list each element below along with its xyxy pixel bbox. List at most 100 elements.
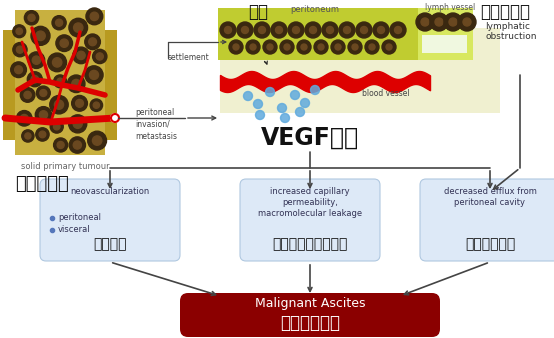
Circle shape bbox=[421, 18, 429, 26]
Circle shape bbox=[242, 26, 249, 33]
Circle shape bbox=[54, 75, 66, 88]
Circle shape bbox=[435, 18, 443, 26]
Circle shape bbox=[25, 133, 31, 139]
Circle shape bbox=[250, 44, 256, 50]
Circle shape bbox=[305, 22, 321, 38]
Circle shape bbox=[318, 44, 324, 50]
Text: 增加通透性、渗透性: 增加通透性、渗透性 bbox=[273, 237, 348, 251]
Circle shape bbox=[280, 114, 290, 122]
Circle shape bbox=[16, 28, 23, 34]
Circle shape bbox=[60, 39, 68, 47]
Text: 减少积液回流: 减少积液回流 bbox=[465, 237, 515, 251]
Circle shape bbox=[72, 79, 80, 88]
FancyBboxPatch shape bbox=[422, 35, 467, 53]
Circle shape bbox=[85, 66, 103, 84]
Circle shape bbox=[31, 26, 50, 45]
Text: 血管新生: 血管新生 bbox=[93, 237, 127, 251]
Circle shape bbox=[17, 46, 23, 53]
Circle shape bbox=[48, 53, 66, 72]
Circle shape bbox=[37, 86, 50, 100]
Circle shape bbox=[326, 26, 334, 33]
Circle shape bbox=[17, 111, 32, 126]
Text: decreased efflux from
peritoneal cavity: decreased efflux from peritoneal cavity bbox=[444, 187, 536, 207]
Circle shape bbox=[352, 44, 358, 50]
Circle shape bbox=[85, 34, 100, 50]
Circle shape bbox=[390, 22, 406, 38]
FancyBboxPatch shape bbox=[3, 30, 17, 140]
Circle shape bbox=[36, 128, 49, 141]
Circle shape bbox=[314, 40, 328, 54]
Circle shape bbox=[73, 141, 81, 149]
Circle shape bbox=[24, 11, 39, 25]
Text: neovascularization: neovascularization bbox=[70, 187, 150, 196]
Circle shape bbox=[373, 22, 389, 38]
Circle shape bbox=[224, 26, 232, 33]
Circle shape bbox=[93, 102, 100, 108]
Circle shape bbox=[295, 107, 305, 117]
Circle shape bbox=[90, 12, 99, 21]
Circle shape bbox=[96, 53, 104, 60]
Circle shape bbox=[69, 18, 88, 37]
Circle shape bbox=[53, 58, 62, 67]
Circle shape bbox=[416, 13, 434, 31]
FancyBboxPatch shape bbox=[103, 30, 117, 140]
Circle shape bbox=[377, 26, 384, 33]
FancyBboxPatch shape bbox=[220, 28, 500, 113]
Circle shape bbox=[280, 40, 294, 54]
Circle shape bbox=[255, 111, 264, 120]
Circle shape bbox=[386, 44, 392, 50]
Circle shape bbox=[293, 26, 300, 33]
Circle shape bbox=[93, 136, 102, 145]
Circle shape bbox=[68, 75, 85, 93]
Text: lymph vessel: lymph vessel bbox=[425, 3, 475, 12]
Text: increased capillary
permeability,
macromolecular leakage: increased capillary permeability, macrom… bbox=[258, 187, 362, 218]
Circle shape bbox=[52, 16, 66, 30]
Circle shape bbox=[271, 22, 287, 38]
Text: lymphatic
obstruction: lymphatic obstruction bbox=[485, 22, 536, 41]
Circle shape bbox=[27, 72, 42, 87]
Circle shape bbox=[89, 38, 96, 46]
Circle shape bbox=[75, 99, 84, 107]
Circle shape bbox=[74, 23, 83, 32]
Circle shape bbox=[444, 13, 462, 31]
Text: 腹膜: 腹膜 bbox=[248, 3, 268, 21]
Circle shape bbox=[14, 66, 23, 74]
Text: settlement: settlement bbox=[168, 53, 210, 63]
Circle shape bbox=[20, 114, 28, 122]
Circle shape bbox=[259, 26, 265, 33]
Circle shape bbox=[288, 22, 304, 38]
Circle shape bbox=[244, 92, 253, 100]
FancyBboxPatch shape bbox=[240, 179, 380, 261]
Circle shape bbox=[263, 40, 277, 54]
Text: peritoneal: peritoneal bbox=[58, 214, 101, 222]
Circle shape bbox=[57, 142, 64, 148]
Circle shape bbox=[430, 13, 448, 31]
Circle shape bbox=[50, 95, 68, 114]
FancyBboxPatch shape bbox=[40, 179, 180, 261]
Circle shape bbox=[254, 99, 263, 108]
Circle shape bbox=[36, 31, 45, 41]
Text: blood vessel: blood vessel bbox=[362, 89, 409, 97]
Circle shape bbox=[73, 47, 89, 64]
Text: VEGF释放: VEGF释放 bbox=[261, 126, 359, 150]
Circle shape bbox=[265, 88, 274, 97]
Circle shape bbox=[246, 40, 260, 54]
Circle shape bbox=[348, 40, 362, 54]
Circle shape bbox=[40, 90, 47, 96]
FancyBboxPatch shape bbox=[218, 8, 418, 60]
Circle shape bbox=[284, 44, 290, 50]
Circle shape bbox=[57, 78, 63, 84]
Circle shape bbox=[69, 137, 85, 153]
Text: 恶性腹腔积液: 恶性腹腔积液 bbox=[280, 314, 340, 332]
Circle shape bbox=[278, 103, 286, 113]
Circle shape bbox=[54, 138, 68, 152]
Text: Malignant Ascites: Malignant Ascites bbox=[255, 297, 365, 311]
Circle shape bbox=[93, 49, 107, 64]
Circle shape bbox=[20, 88, 35, 102]
Circle shape bbox=[32, 56, 40, 64]
Circle shape bbox=[458, 13, 476, 31]
Circle shape bbox=[369, 44, 375, 50]
Circle shape bbox=[335, 44, 341, 50]
Circle shape bbox=[31, 75, 39, 83]
FancyBboxPatch shape bbox=[418, 8, 473, 60]
